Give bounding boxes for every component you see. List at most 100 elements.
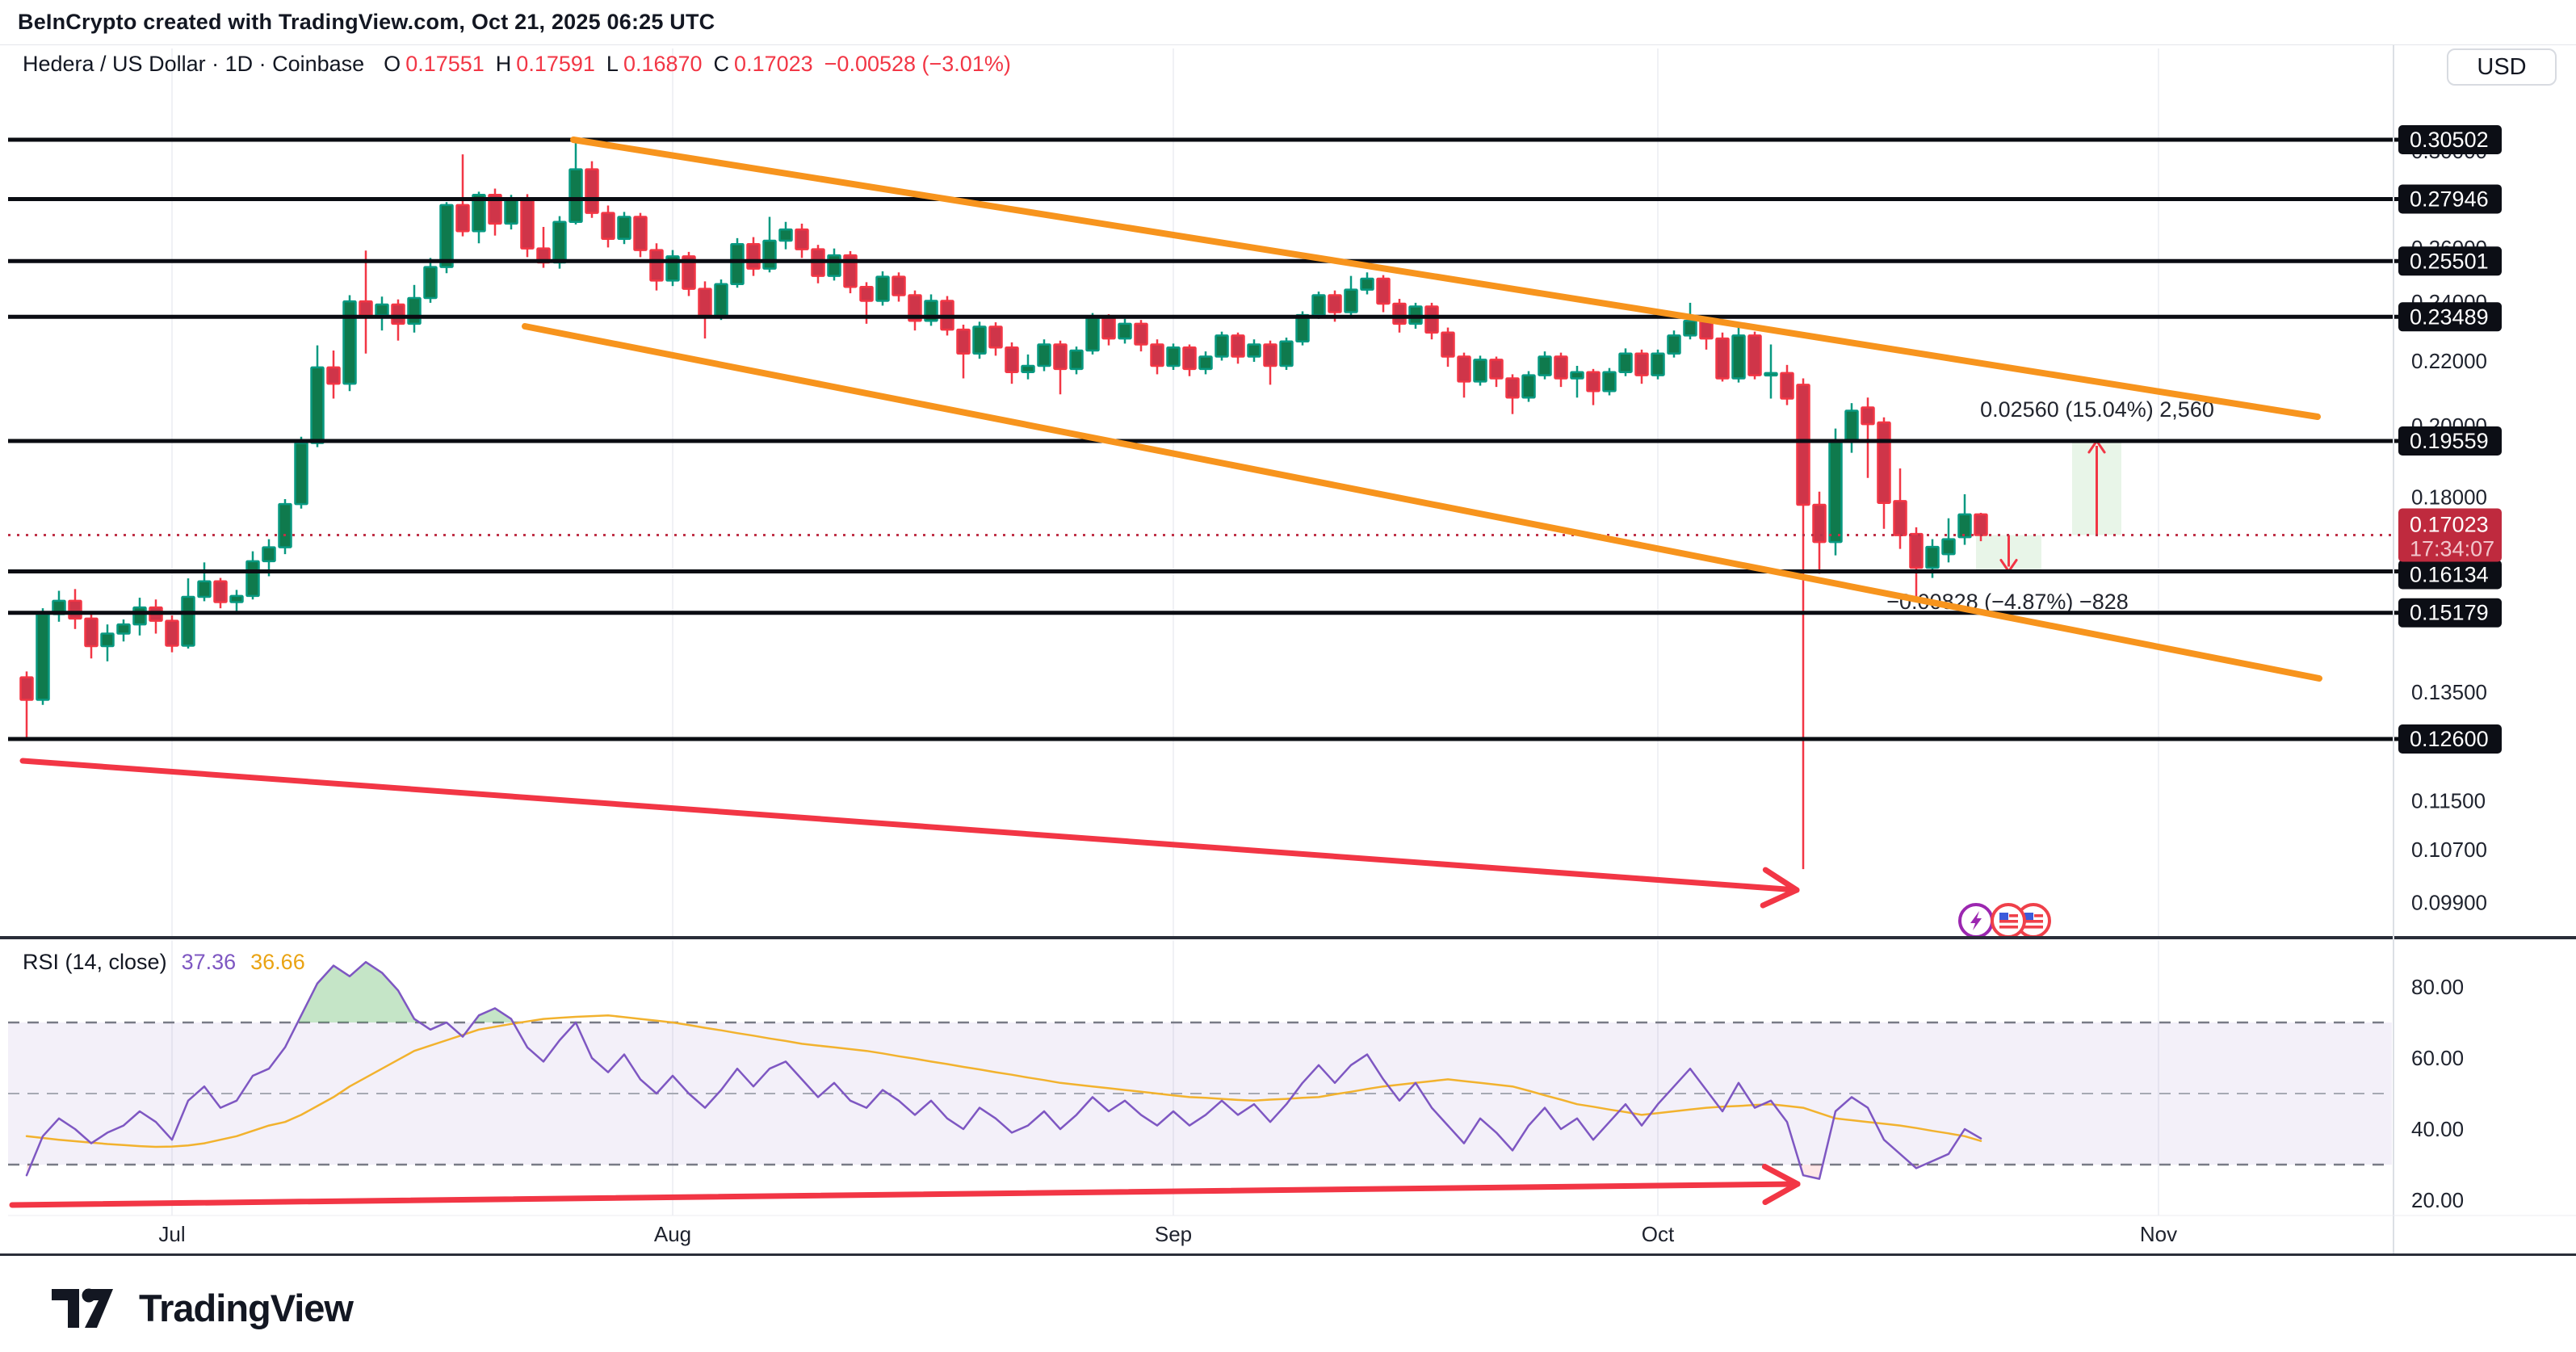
candle <box>827 248 841 281</box>
candle <box>698 281 712 339</box>
candle-body <box>1554 355 1568 380</box>
candle <box>1344 275 1358 317</box>
candle-body <box>1134 322 1148 346</box>
price-level-badge-text: 0.12600 <box>2410 727 2489 751</box>
flag-stripe <box>2034 914 2043 917</box>
candle-body <box>1844 409 1859 443</box>
candle-body <box>1457 355 1471 383</box>
candle <box>1796 378 1810 870</box>
tradingview-logo[interactable]: TradingView <box>52 1286 354 1330</box>
rsi-line <box>25 960 1982 1180</box>
ohlc-close-value: 0.17023 <box>734 52 813 76</box>
candle-body <box>1667 334 1681 355</box>
candle <box>1085 313 1100 355</box>
candle-body <box>730 242 745 286</box>
candle <box>1134 320 1148 352</box>
candle-body <box>326 366 341 385</box>
candle <box>585 161 599 218</box>
axes-layer[interactable]: 0.300000.260000.240000.220000.200000.180… <box>0 45 2576 1256</box>
candle-body <box>1150 343 1164 367</box>
candle <box>892 272 906 302</box>
candle <box>649 243 664 291</box>
candle-body <box>1069 349 1084 371</box>
candle <box>1941 518 1956 563</box>
attribution-text: BeInCrypto created with TradingView.com,… <box>18 10 715 34</box>
symbol-title[interactable]: Hedera / US Dollar · 1D · Coinbase <box>23 52 365 76</box>
candle <box>1037 339 1051 372</box>
upper-channel-line[interactable] <box>570 136 2321 420</box>
lightning-icon[interactable] <box>1958 903 1994 938</box>
candle <box>1909 527 1924 598</box>
candle <box>455 154 470 237</box>
candle-body <box>36 613 50 701</box>
candle-body <box>552 220 567 264</box>
candle <box>1715 332 1730 382</box>
pane-separator[interactable] <box>0 936 2576 939</box>
price-level-badge <box>2398 125 2502 154</box>
candle <box>1618 348 1633 376</box>
candle-body <box>1618 352 1633 373</box>
candle-body <box>892 275 906 296</box>
candle-body <box>698 288 712 317</box>
time-axis-label: Nov <box>2140 1222 2177 1246</box>
candle-body <box>1279 340 1294 367</box>
candle-body <box>1747 334 1762 376</box>
candle-body <box>1424 305 1439 334</box>
tradingview-logo-mark-icon <box>52 1288 113 1328</box>
candle-body <box>1570 371 1584 380</box>
drawings-layer[interactable] <box>9 136 2322 1208</box>
candle-body <box>488 193 502 225</box>
candle <box>1150 339 1164 375</box>
price-axis-label: 0.09900 <box>2411 890 2487 914</box>
candle-body <box>1473 359 1487 383</box>
flag-canton <box>2024 913 2033 920</box>
candle <box>213 577 228 609</box>
candle <box>165 615 179 653</box>
candle-body <box>956 328 971 355</box>
candle-body <box>1182 346 1197 371</box>
candle <box>1780 364 1794 405</box>
candle <box>956 324 971 379</box>
tradingview-logo-text: TradingView <box>139 1287 354 1329</box>
candle-body <box>1247 343 1261 358</box>
change-value: −0.00528 (−3.01%) <box>824 52 1011 76</box>
measure-label: 0.02560 (15.04%) 2,560 <box>1980 397 2214 422</box>
bar-countdown-text: 17:34:07 <box>2410 537 2494 561</box>
event-icons-layer[interactable] <box>1958 903 2051 938</box>
price-level-badge-text: 0.27946 <box>2410 187 2489 211</box>
symbol-legend: Hedera / US Dollar · 1D · Coinbase O 0.1… <box>23 52 1011 77</box>
price-level-badge <box>2398 598 2502 628</box>
rsi-pane-layer <box>8 960 2392 1180</box>
rsi-indicator-title[interactable]: RSI (14, close) <box>23 950 167 974</box>
candle <box>1812 491 1827 574</box>
candle-body <box>1489 359 1504 380</box>
rsi-support-arrow[interactable] <box>9 1181 1801 1208</box>
us-flag-icon[interactable] <box>1991 903 2026 938</box>
candle-body <box>778 228 793 242</box>
candles-layer <box>19 140 1988 870</box>
candle <box>1683 302 1697 340</box>
candle-body <box>310 366 325 444</box>
candle-body <box>1796 384 1810 506</box>
price-level-badge <box>2398 302 2502 332</box>
candle-body <box>1005 346 1019 373</box>
flag-stripe <box>1999 920 2018 923</box>
candle <box>1634 349 1649 384</box>
candle <box>1005 342 1019 384</box>
candle-body <box>1925 545 1940 569</box>
candle-body <box>1376 277 1391 305</box>
candle-body <box>262 546 276 563</box>
price-downtrend-arrow-head <box>1760 887 1800 909</box>
candle <box>1861 397 1875 478</box>
candle-body <box>1957 513 1972 539</box>
lower-channel-line[interactable] <box>522 323 2322 682</box>
candle <box>1215 331 1229 361</box>
candle <box>52 590 66 622</box>
currency-toggle-button[interactable]: USD <box>2447 48 2557 86</box>
price-downtrend-arrow[interactable] <box>19 758 1800 893</box>
ohlc-close-label: C <box>713 52 730 76</box>
candle-body <box>908 294 922 322</box>
rsi-axis-label: 20.00 <box>2411 1188 2464 1212</box>
candle <box>262 539 276 577</box>
